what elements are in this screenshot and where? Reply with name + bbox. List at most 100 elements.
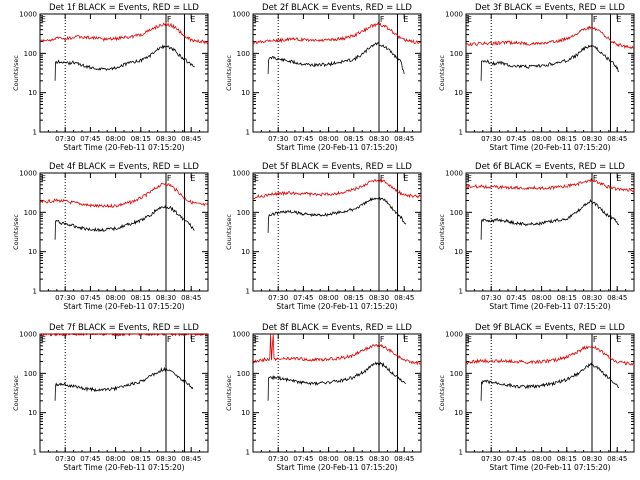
events-series-line xyxy=(267,196,407,233)
x-tick-label: 08:15 xyxy=(557,135,577,143)
y-tick-label: 10 xyxy=(28,89,37,97)
plot-frame xyxy=(465,333,635,453)
x-tick-label: 07:30 xyxy=(268,135,288,143)
y-tick-label: 1 xyxy=(33,449,37,457)
lld-series-line xyxy=(252,21,422,45)
x-tick-label: 08:15 xyxy=(344,294,364,302)
panel-title: Det 5f BLACK = Events, RED = LLD xyxy=(262,162,412,172)
x-tick-label: 08:15 xyxy=(557,455,577,463)
lld-series-line xyxy=(465,25,635,50)
x-tick-label: 08:45 xyxy=(607,294,627,302)
lld-series-line xyxy=(39,333,208,337)
y-tick-label: 100 xyxy=(450,209,463,217)
plot-frame xyxy=(252,333,422,453)
lld-series-line xyxy=(465,177,635,192)
x-tick-label: 07:30 xyxy=(268,294,288,302)
flag-e-3: E xyxy=(403,335,408,344)
panel-det-6: Det 6f BLACK = Events, RED = LLD 1 10 100 10… xyxy=(438,162,635,311)
y-axis-label: Counts/sec xyxy=(225,375,233,411)
plot-frame xyxy=(39,333,209,453)
lld-series-line xyxy=(252,178,422,200)
y-axis-label: Counts/sec xyxy=(225,55,233,91)
y-tick-label: 1 xyxy=(33,129,37,137)
panel-det-2: Det 2f BLACK = Events, RED = LLD 1 10 100 10… xyxy=(225,3,422,152)
y-tick-label: 10 xyxy=(454,248,463,256)
y-tick-label: 1 xyxy=(459,288,463,296)
flag-e-3: E xyxy=(190,15,195,24)
x-tick-label: 08:30 xyxy=(156,135,176,143)
y-tick-label: 100 xyxy=(450,370,463,378)
x-tick-label: 07:30 xyxy=(55,294,75,302)
y-axis-label: Counts/sec xyxy=(438,375,446,411)
x-tick-label: 08:30 xyxy=(582,455,602,463)
y-tick-label: 1000 xyxy=(19,11,37,19)
panel-det-5: Det 5f BLACK = Events, RED = LLD 1 10 100 10… xyxy=(225,162,422,311)
x-tick-label: 08:00 xyxy=(106,135,126,143)
panel-det-7: Det 7f BLACK = Events, RED = LLD 1 10 100 10… xyxy=(12,323,209,472)
flag-e-1: E xyxy=(467,174,472,183)
x-tick-label: 08:45 xyxy=(181,294,201,302)
plot-frame xyxy=(465,13,635,133)
panel-det-1: Det 1f BLACK = Events, RED = LLD 1 10 100 10… xyxy=(12,3,209,152)
x-tick-label: 07:45 xyxy=(506,455,526,463)
flag-f-2: F xyxy=(380,15,385,24)
x-tick-label: 08:00 xyxy=(319,294,339,302)
lld-series-line xyxy=(39,183,209,209)
y-tick-label: 100 xyxy=(24,370,37,378)
y-tick-label: 1000 xyxy=(445,331,463,339)
x-tick-label: 08:45 xyxy=(607,455,627,463)
panel-title: Det 4f BLACK = Events, RED = LLD xyxy=(49,162,199,172)
x-axis-label: Start Time (20-Feb-11 07:15:20) xyxy=(63,302,184,311)
panel-det-4: Det 4f BLACK = Events, RED = LLD 1 10 100 10… xyxy=(12,162,209,311)
y-tick-label: 1000 xyxy=(232,331,250,339)
events-series-line xyxy=(480,362,620,401)
panel-title: Det 7f BLACK = Events, RED = LLD xyxy=(49,323,199,333)
x-tick-label: 08:45 xyxy=(181,455,201,463)
x-tick-label: 08:45 xyxy=(394,455,414,463)
x-tick-label: 07:30 xyxy=(55,455,75,463)
y-tick-label: 10 xyxy=(28,409,37,417)
x-tick-label: 08:45 xyxy=(394,135,414,143)
y-tick-label: 1 xyxy=(246,129,250,137)
flag-e-3: E xyxy=(616,335,621,344)
y-tick-label: 1 xyxy=(459,449,463,457)
lld-series-line xyxy=(465,345,635,366)
flag-f-2: F xyxy=(167,174,172,183)
flag-e-3: E xyxy=(403,174,408,183)
x-axis-label: Start Time (20-Feb-11 07:15:20) xyxy=(63,143,184,152)
y-tick-label: 100 xyxy=(450,50,463,58)
y-tick-label: 1000 xyxy=(19,170,37,178)
x-tick-label: 08:30 xyxy=(156,455,176,463)
flag-e-3: E xyxy=(190,335,195,344)
x-tick-label: 08:30 xyxy=(156,294,176,302)
y-tick-label: 1000 xyxy=(232,11,250,19)
y-axis-label: Counts/sec xyxy=(438,55,446,91)
x-axis-label: Start Time (20-Feb-11 07:15:20) xyxy=(489,463,610,472)
x-tick-label: 08:00 xyxy=(532,294,552,302)
panel-title: Det 9f BLACK = Events, RED = LLD xyxy=(475,323,625,333)
y-tick-label: 1 xyxy=(246,288,250,296)
x-tick-label: 08:15 xyxy=(344,135,364,143)
x-tick-label: 08:30 xyxy=(369,455,389,463)
x-axis-label: Start Time (20-Feb-11 07:15:20) xyxy=(276,302,397,311)
x-tick-label: 08:00 xyxy=(106,294,126,302)
y-tick-label: 10 xyxy=(454,409,463,417)
y-tick-label: 100 xyxy=(237,370,250,378)
y-tick-label: 1 xyxy=(459,129,463,137)
x-tick-label: 08:30 xyxy=(369,294,389,302)
y-tick-label: 10 xyxy=(454,89,463,97)
flag-e-1: E xyxy=(41,335,46,344)
y-axis-label: Counts/sec xyxy=(225,214,233,250)
x-tick-label: 07:30 xyxy=(481,455,501,463)
flag-e-3: E xyxy=(616,174,621,183)
flag-f-2: F xyxy=(593,335,598,344)
flag-f-2: F xyxy=(593,174,598,183)
x-tick-label: 08:45 xyxy=(394,294,414,302)
x-tick-label: 08:15 xyxy=(344,455,364,463)
flag-f-2: F xyxy=(380,335,385,344)
panel-det-9: Det 9f BLACK = Events, RED = LLD 1 10 100 10… xyxy=(438,323,635,472)
x-tick-label: 08:00 xyxy=(532,135,552,143)
flag-e-1: E xyxy=(41,174,46,183)
panel-det-3: Det 3f BLACK = Events, RED = LLD 1 10 100 10… xyxy=(438,3,635,152)
x-tick-label: 07:30 xyxy=(481,294,501,302)
